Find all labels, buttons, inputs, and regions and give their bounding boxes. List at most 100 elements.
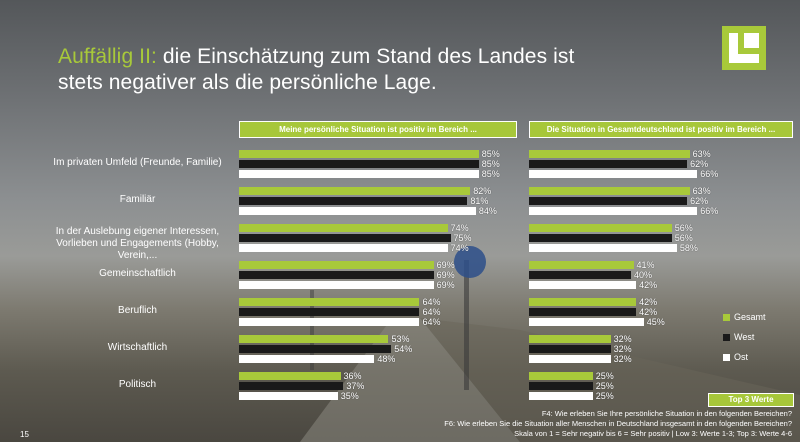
value-label: 32%: [613, 354, 632, 364]
bar-ost: [529, 244, 677, 252]
value-label: 42%: [639, 297, 658, 307]
brand-logo: [722, 26, 766, 70]
value-label: 85%: [481, 169, 500, 179]
footnote-2: F6: Wie erleben Sie die Situation aller …: [444, 419, 792, 428]
bar-ost: [239, 244, 448, 252]
bar-west: [239, 345, 392, 353]
value-label: 69%: [436, 260, 455, 270]
bar-gesamt: [239, 187, 471, 195]
bar-west: [529, 382, 593, 390]
title-line-1: die Einschätzung zum Stand des Landes is…: [156, 45, 575, 68]
value-label: 56%: [674, 233, 693, 243]
bar-gesamt: [529, 298, 637, 306]
bar-west: [239, 308, 420, 316]
bar-ost: [239, 281, 434, 289]
bar-west: [239, 234, 451, 242]
value-label: 35%: [340, 391, 359, 401]
bar-gesamt: [239, 372, 341, 380]
value-label: 41%: [636, 260, 655, 270]
bar-ost: [529, 318, 644, 326]
bar-west: [239, 382, 344, 390]
value-label: 62%: [690, 159, 709, 169]
bar-west: [529, 345, 611, 353]
legend-gesamt: Gesamt: [723, 312, 766, 322]
bar-gesamt: [529, 335, 611, 343]
value-label: 74%: [450, 243, 469, 253]
value-label: 25%: [595, 381, 614, 391]
bar-west: [529, 308, 637, 316]
bar-west: [239, 271, 434, 279]
value-label: 85%: [481, 159, 500, 169]
value-label: 36%: [343, 371, 362, 381]
bar-ost: [239, 170, 479, 178]
legend-west-label: West: [734, 332, 755, 342]
bar-gesamt: [529, 187, 690, 195]
value-label: 82%: [473, 186, 492, 196]
bar-ost: [239, 318, 420, 326]
value-label: 48%: [377, 354, 396, 364]
bar-gesamt: [529, 150, 690, 158]
bar-ost: [529, 392, 593, 400]
page-title: Auffällig II: die Einschätzung zum Stand…: [58, 44, 698, 96]
legend-ost-swatch: [723, 354, 730, 362]
category-label: Gemeinschaftlich: [99, 268, 176, 279]
left-chart-header: Meine persönliche Situation ist positiv …: [239, 121, 517, 138]
value-label: 53%: [391, 334, 410, 344]
value-label: 63%: [692, 186, 711, 196]
legend-west-swatch: [723, 334, 730, 342]
bar-gesamt: [239, 224, 448, 232]
top3-badge: Top 3 Werte: [708, 393, 794, 407]
bar-gesamt: [529, 372, 593, 380]
value-label: 62%: [690, 196, 709, 206]
value-label: 25%: [595, 391, 614, 401]
bar-west: [529, 197, 688, 205]
bar-ost: [529, 207, 698, 215]
bar-west: [239, 160, 479, 168]
bar-gesamt: [239, 261, 434, 269]
value-label: 69%: [436, 270, 455, 280]
bar-ost: [239, 355, 375, 363]
category-label: Im privaten Umfeld (Freunde, Familie): [53, 157, 222, 168]
bar-gesamt: [239, 150, 479, 158]
value-label: 56%: [674, 223, 693, 233]
legend-ost-label: Ost: [734, 352, 749, 362]
legend-west: West: [723, 332, 754, 342]
value-label: 63%: [692, 149, 711, 159]
footnote-3: Skala von 1 = Sehr negativ bis 6 = Sehr …: [514, 429, 792, 438]
title-accent: Auffällig II:: [58, 45, 157, 68]
category-label: Beruflich: [118, 305, 157, 316]
category-label: In der Auslebung eigener Interessen, Vor…: [55, 226, 220, 261]
value-label: 32%: [613, 334, 632, 344]
title-line-2: stets negativer als die persönliche Lage…: [58, 71, 437, 94]
bar-west: [529, 160, 688, 168]
bar-ost: [239, 207, 476, 215]
value-label: 64%: [422, 317, 441, 327]
value-label: 25%: [595, 371, 614, 381]
bar-ost: [529, 281, 637, 289]
value-label: 75%: [453, 233, 472, 243]
category-label: Politisch: [118, 379, 157, 390]
value-label: 66%: [700, 206, 719, 216]
value-label: 40%: [634, 270, 653, 280]
value-label: 64%: [422, 297, 441, 307]
right-chart-header: Die Situation in Gesamtdeutschland ist p…: [529, 121, 793, 138]
value-label: 85%: [481, 149, 500, 159]
footnote-1: F4: Wie erleben Sie Ihre persönliche Sit…: [541, 409, 792, 418]
value-label: 32%: [613, 344, 632, 354]
value-label: 81%: [470, 196, 489, 206]
value-label: 54%: [394, 344, 413, 354]
bar-west: [529, 234, 672, 242]
category-label: Familiär: [119, 194, 156, 205]
value-label: 37%: [346, 381, 365, 391]
value-label: 42%: [639, 307, 658, 317]
value-label: 45%: [646, 317, 665, 327]
bar-ost: [239, 392, 338, 400]
value-label: 69%: [436, 280, 455, 290]
bar-west: [529, 271, 631, 279]
value-label: 58%: [679, 243, 698, 253]
value-label: 64%: [422, 307, 441, 317]
legend-gesamt-swatch: [723, 314, 730, 322]
category-label: Wirtschaftlich: [107, 342, 168, 353]
